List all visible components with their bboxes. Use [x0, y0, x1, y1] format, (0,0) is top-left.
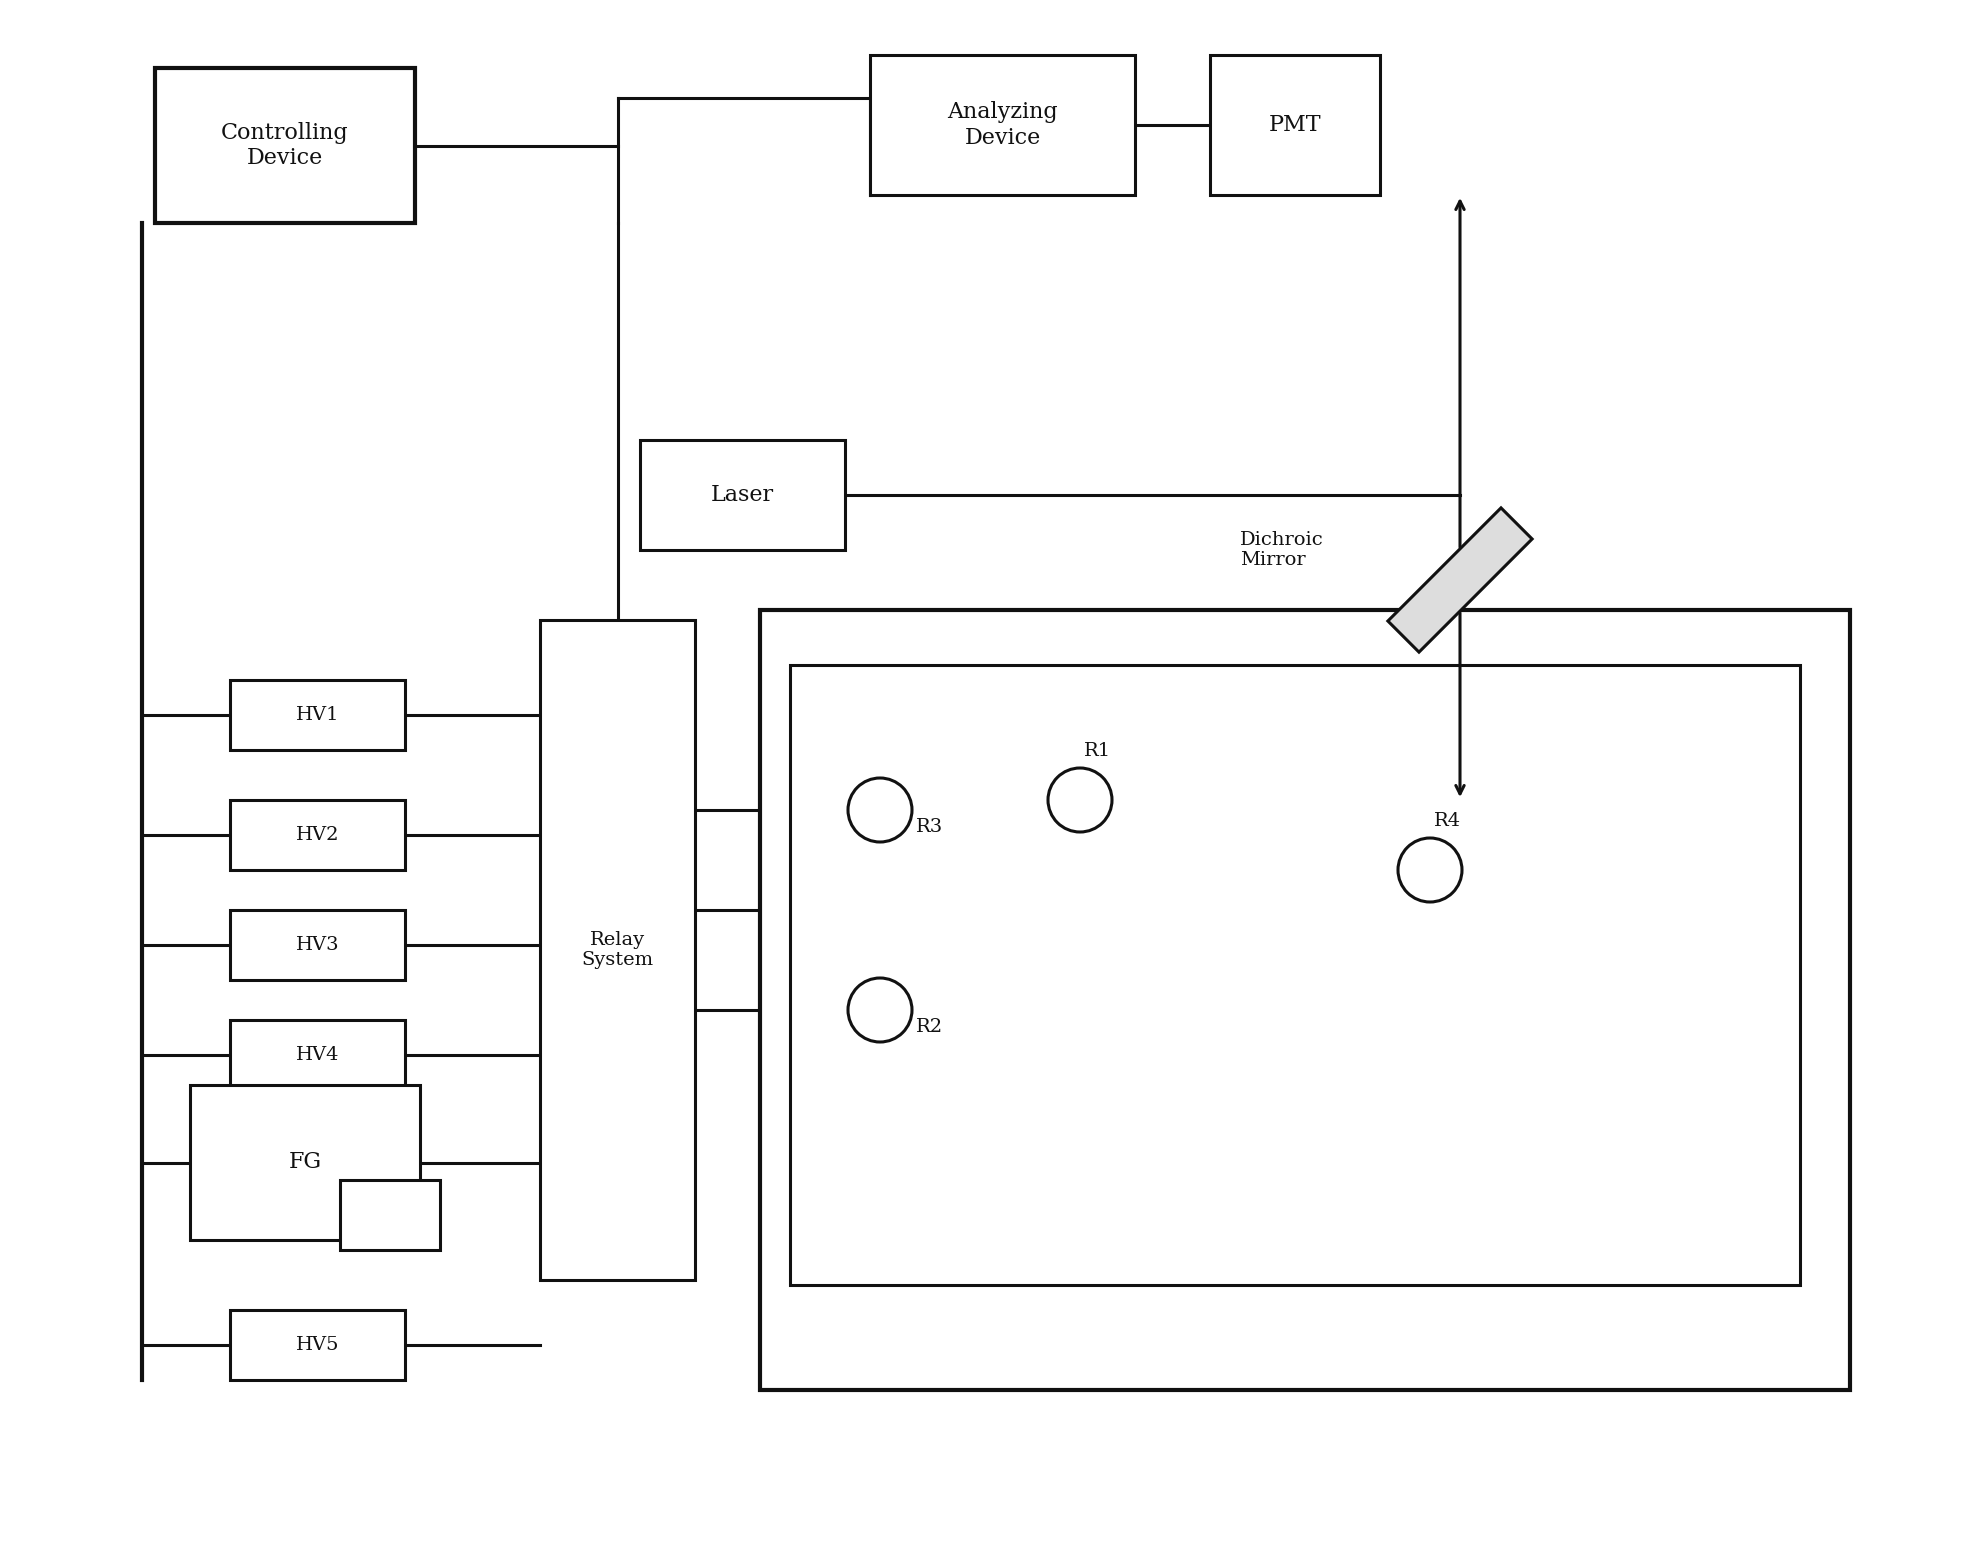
- Bar: [230, 799, 406, 871]
- Bar: [640, 440, 845, 550]
- Polygon shape: [1388, 508, 1532, 652]
- Text: Analyzing
Device: Analyzing Device: [947, 101, 1057, 149]
- Text: HV2: HV2: [295, 826, 339, 844]
- Text: FG: FG: [287, 1151, 321, 1174]
- Text: R3: R3: [916, 818, 943, 836]
- Text: Dichroic
Mirror: Dichroic Mirror: [1240, 531, 1323, 570]
- Bar: [540, 620, 695, 1279]
- Text: PMT: PMT: [1268, 115, 1321, 136]
- Bar: [790, 665, 1800, 1286]
- Bar: [230, 909, 406, 981]
- Text: Controlling
Device: Controlling Device: [221, 122, 349, 169]
- Text: R1: R1: [1085, 742, 1111, 761]
- Bar: [189, 1084, 419, 1241]
- Text: R4: R4: [1433, 812, 1461, 830]
- Bar: [156, 68, 415, 223]
- Bar: [1211, 56, 1380, 195]
- Text: HV1: HV1: [295, 706, 339, 723]
- Text: R2: R2: [916, 1018, 943, 1036]
- Text: HV4: HV4: [295, 1046, 339, 1064]
- Text: Relay
System: Relay System: [581, 931, 654, 970]
- Text: Laser: Laser: [711, 483, 774, 507]
- Bar: [870, 56, 1134, 195]
- Bar: [230, 680, 406, 750]
- Bar: [341, 1180, 439, 1250]
- Bar: [230, 1019, 406, 1090]
- Bar: [760, 610, 1851, 1389]
- Bar: [230, 1310, 406, 1380]
- Text: HV3: HV3: [295, 936, 339, 954]
- Text: HV5: HV5: [295, 1335, 339, 1354]
